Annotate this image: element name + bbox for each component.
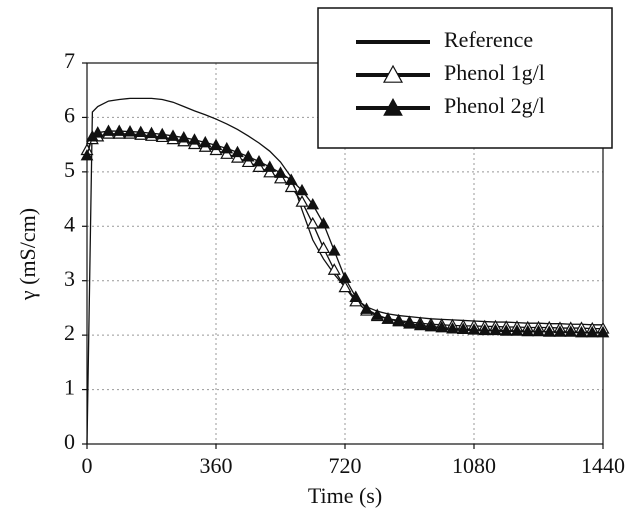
marker — [327, 244, 341, 256]
marker — [145, 126, 158, 139]
x-tick-label: 360 — [200, 453, 233, 478]
marker — [263, 160, 277, 172]
marker — [284, 173, 298, 185]
marker — [349, 290, 363, 302]
marker — [306, 216, 320, 229]
y-tick-label: 4 — [64, 211, 75, 236]
marker — [123, 125, 137, 137]
x-tick-label: 1080 — [452, 453, 496, 478]
y-axis-label: γ (mS/cm) — [15, 208, 40, 301]
marker — [413, 318, 427, 331]
x-tick-label: 720 — [329, 453, 362, 478]
marker — [102, 124, 115, 136]
legend-label: Phenol 2g/l — [444, 93, 545, 118]
marker — [327, 263, 341, 275]
marker — [499, 324, 513, 336]
marker — [241, 150, 255, 162]
legend-box — [317, 7, 613, 149]
y-tick-label: 1 — [64, 375, 75, 400]
marker — [381, 312, 395, 324]
marker — [360, 302, 373, 314]
x-tick-label: 0 — [82, 453, 93, 478]
marker — [510, 324, 524, 336]
marker — [392, 315, 406, 327]
marker — [209, 138, 223, 151]
marker — [446, 322, 459, 334]
legend-label: Phenol 1g/l — [444, 60, 545, 85]
marker — [306, 197, 320, 210]
marker — [575, 325, 588, 338]
marker — [489, 323, 502, 336]
marker — [338, 280, 352, 293]
marker — [295, 183, 309, 196]
y-tick-label: 6 — [64, 102, 75, 127]
marker — [338, 271, 352, 283]
marker — [274, 166, 287, 178]
marker — [177, 131, 191, 143]
marker — [134, 125, 148, 138]
marker — [316, 241, 331, 254]
marker — [80, 148, 94, 161]
marker — [435, 320, 449, 333]
y-tick-label: 5 — [64, 157, 75, 182]
legend-label: Reference — [444, 27, 533, 52]
marker — [198, 135, 212, 148]
marker — [478, 323, 492, 336]
y-tick-label: 2 — [64, 320, 75, 345]
y-tick-label: 0 — [64, 429, 75, 454]
marker — [166, 129, 180, 141]
marker — [564, 325, 578, 337]
marker — [370, 308, 384, 320]
marker — [231, 145, 244, 158]
marker — [424, 319, 438, 332]
x-axis-label: Time (s) — [308, 483, 382, 508]
marker — [403, 317, 416, 329]
y-tick-label: 3 — [64, 266, 75, 291]
marker — [596, 325, 610, 338]
x-tick-label: 1440 — [581, 453, 625, 478]
marker — [542, 325, 556, 337]
marker — [112, 124, 126, 136]
marker — [295, 195, 309, 207]
marker — [220, 141, 234, 154]
legend-marker — [383, 97, 403, 116]
y-tick-label: 7 — [64, 48, 75, 73]
series-line — [86, 130, 603, 334]
marker — [252, 154, 266, 167]
marker — [155, 127, 169, 140]
marker — [456, 322, 470, 335]
marker — [532, 324, 545, 337]
legend-marker — [382, 64, 404, 83]
marker — [188, 133, 201, 145]
marker — [284, 180, 298, 193]
marker — [317, 217, 330, 229]
series-line — [86, 97, 603, 445]
marker — [585, 325, 599, 338]
marker — [553, 325, 567, 337]
marker — [467, 323, 481, 335]
marker — [91, 126, 105, 138]
marker — [521, 324, 535, 337]
